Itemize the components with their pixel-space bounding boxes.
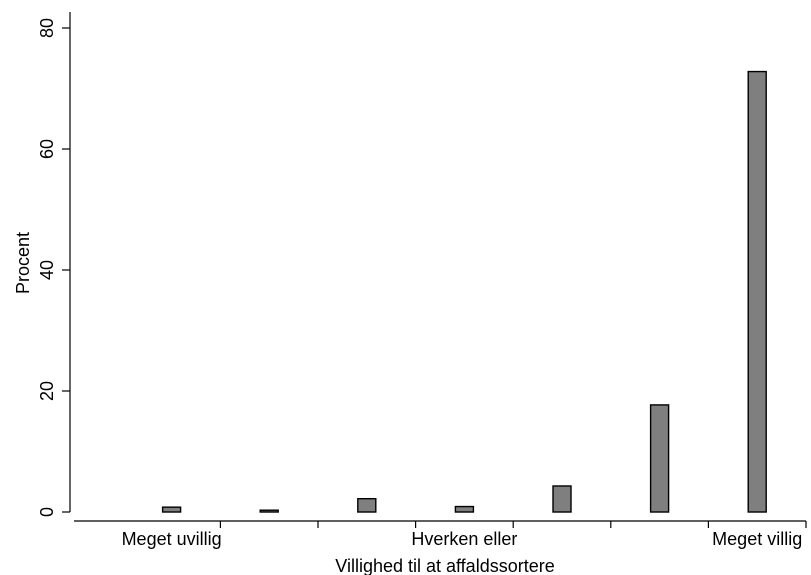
y-tick-label: 60 — [37, 139, 57, 159]
bar — [259, 509, 279, 513]
y-tick-label: 40 — [37, 260, 57, 280]
bars-group — [161, 70, 767, 513]
bar — [649, 404, 670, 513]
y-tick-label: 80 — [37, 18, 57, 38]
bar — [552, 485, 572, 513]
x-tick-label: Meget villig — [712, 529, 802, 549]
y-tick-label: 20 — [37, 381, 57, 401]
bar — [747, 70, 767, 513]
x-axis-label: Villighed til at affaldssortere — [335, 556, 554, 575]
x-tick-label: Hverken eller — [411, 529, 517, 549]
bar — [161, 506, 182, 513]
bar — [357, 497, 377, 513]
y-axis-label: Procent — [13, 232, 33, 294]
y-axis: 0 20 40 60 80 — [37, 12, 71, 517]
y-tick-label: 0 — [37, 507, 57, 517]
bar — [454, 505, 475, 513]
x-axis: Meget uvillig Hverken eller Meget villig — [74, 520, 807, 549]
x-tick-label: Meget uvillig — [122, 529, 222, 549]
